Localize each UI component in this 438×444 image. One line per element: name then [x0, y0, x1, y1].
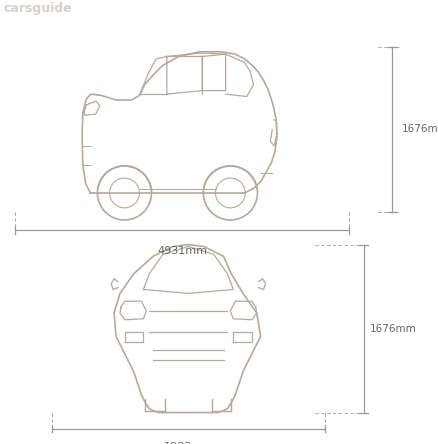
Text: 1983mm: 1983mm: [163, 442, 213, 444]
Text: 1676mm: 1676mm: [402, 124, 438, 135]
Text: carsguide: carsguide: [4, 2, 72, 16]
Text: 4931mm: 4931mm: [157, 246, 207, 256]
Text: 1676mm: 1676mm: [370, 324, 417, 333]
